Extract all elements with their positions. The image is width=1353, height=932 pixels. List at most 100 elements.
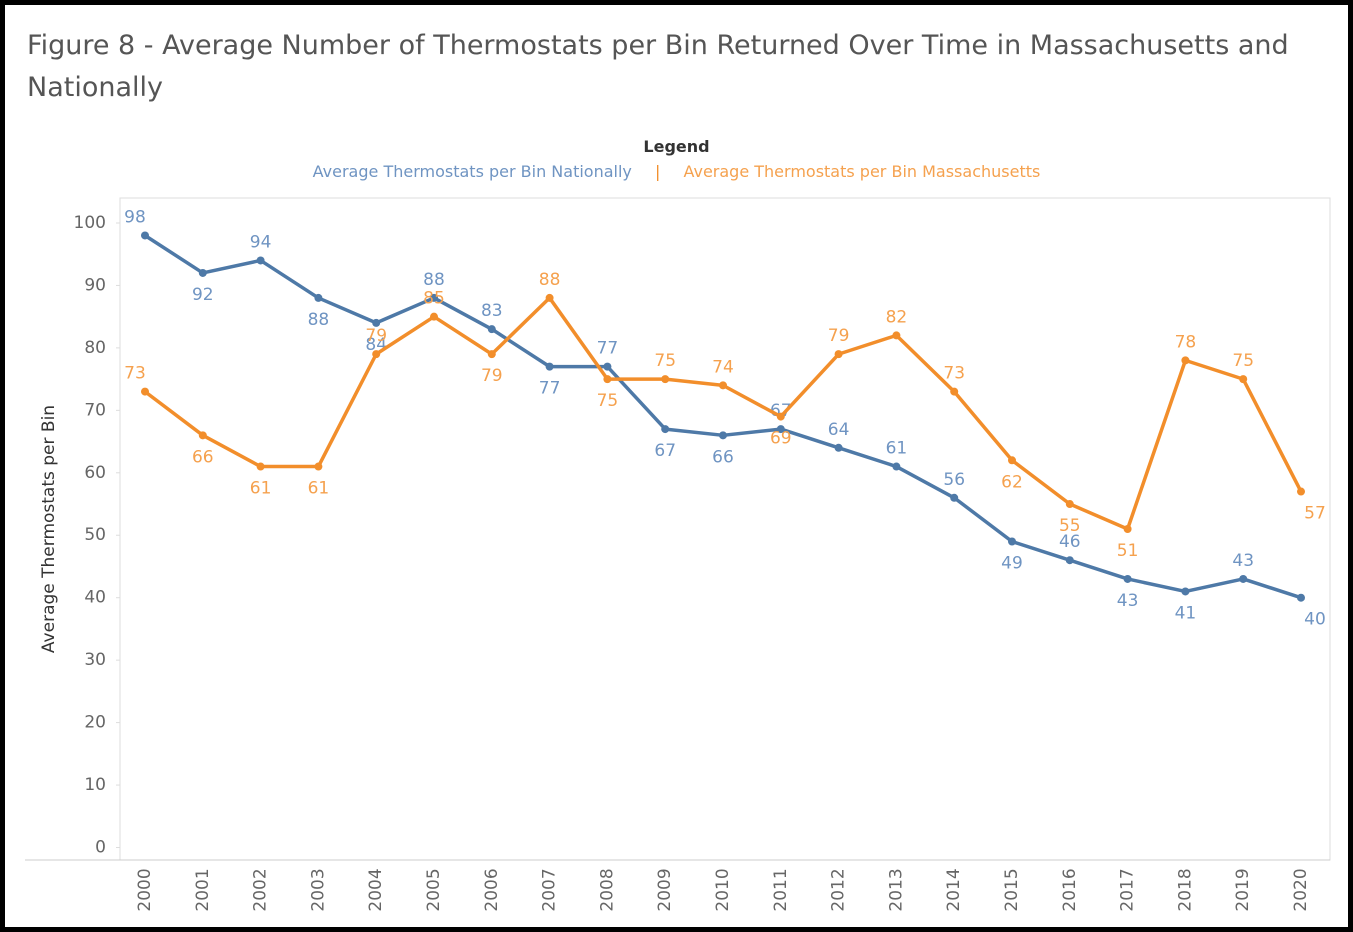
x-tick-label: 2010 — [713, 868, 733, 911]
data-label: 56 — [943, 470, 965, 490]
data-label: 61 — [250, 479, 272, 499]
data-label: 57 — [1304, 504, 1326, 524]
data-point — [198, 268, 207, 277]
data-label: 55 — [1059, 516, 1081, 536]
data-point — [1123, 525, 1132, 533]
data-point — [834, 350, 843, 359]
data-label: 74 — [712, 357, 734, 377]
legend-separator: | — [654, 162, 661, 181]
data-label: 85 — [423, 289, 445, 309]
x-tick-label: 2007 — [540, 868, 560, 911]
x-tick-label: 2012 — [829, 868, 849, 911]
x-tick-label: 2004 — [366, 868, 386, 911]
x-tick-label: 2014 — [944, 868, 964, 911]
data-point — [372, 350, 381, 359]
y-axis-label: Average Thermostats per Bin — [39, 405, 59, 653]
data-label: 73 — [943, 364, 965, 384]
data-point — [661, 425, 670, 434]
data-point — [256, 462, 265, 471]
data-label: 88 — [539, 270, 561, 290]
data-point — [141, 387, 149, 396]
data-point — [1065, 500, 1074, 509]
data-point — [776, 412, 785, 421]
data-point — [1297, 593, 1305, 602]
y-tick-label: 40 — [84, 588, 106, 608]
data-label: 46 — [1059, 532, 1081, 552]
data-point — [1239, 574, 1248, 583]
data-point — [430, 312, 438, 321]
x-tick-label: 2020 — [1291, 868, 1311, 911]
y-tick-label: 100 — [74, 213, 106, 233]
data-label: 61 — [308, 479, 330, 499]
x-tick-label: 2002 — [251, 868, 271, 911]
data-point — [1181, 356, 1190, 365]
data-label: 61 — [886, 439, 908, 459]
x-tick-label: 2019 — [1233, 868, 1253, 911]
data-label: 75 — [654, 351, 676, 371]
x-tick-label: 2009 — [655, 868, 675, 911]
data-point — [1239, 375, 1248, 384]
data-label: 40 — [1304, 610, 1326, 630]
data-label: 51 — [1117, 541, 1139, 561]
x-tick-label: 2017 — [1118, 868, 1138, 911]
data-label: 77 — [539, 379, 561, 399]
data-label: 66 — [712, 447, 734, 467]
y-tick-label: 20 — [84, 713, 106, 733]
data-label: 62 — [1001, 472, 1023, 492]
data-label: 77 — [597, 339, 619, 359]
x-tick-label: 2015 — [1002, 868, 1022, 911]
data-label: 88 — [308, 310, 330, 330]
x-tick-label: 2013 — [886, 868, 906, 911]
data-label: 49 — [1001, 553, 1023, 573]
chart-title: Figure 8 - Average Number of Thermostats… — [27, 30, 1289, 103]
data-label: 73 — [124, 364, 146, 384]
data-label: 67 — [654, 441, 676, 461]
data-label: 82 — [886, 307, 908, 327]
data-point — [950, 387, 959, 396]
data-label: 94 — [250, 232, 272, 252]
data-point — [314, 293, 323, 302]
y-tick-label: 30 — [84, 650, 106, 670]
x-tick-label: 2005 — [424, 868, 444, 911]
data-point — [487, 350, 496, 359]
legend: Legend Average Thermostats per Bin Natio… — [5, 137, 1348, 181]
data-label: 75 — [597, 391, 619, 411]
data-label: 79 — [481, 366, 503, 386]
data-label: 88 — [423, 270, 445, 290]
data-point — [314, 462, 323, 471]
data-point — [141, 231, 149, 240]
data-label: 43 — [1117, 591, 1139, 611]
data-label: 98 — [124, 207, 146, 227]
data-point — [1297, 487, 1305, 496]
data-label: 83 — [481, 301, 503, 321]
plot-area — [119, 197, 1331, 861]
x-tick-label: 2001 — [193, 868, 213, 911]
data-point — [661, 375, 670, 384]
data-point — [1181, 587, 1190, 596]
data-point — [372, 318, 381, 327]
data-point — [430, 293, 438, 302]
y-tick-label: 70 — [84, 400, 106, 420]
data-point — [834, 443, 843, 452]
data-point — [1065, 556, 1074, 565]
y-tick-label: 10 — [84, 775, 106, 795]
y-tick-label: 60 — [84, 463, 106, 483]
chart: 0 10 20 30 40 50 60 70 80 90 100 Average Thermostat… — [25, 197, 1331, 912]
legend-title: Legend — [643, 137, 710, 156]
data-point — [256, 256, 265, 265]
legend-entry: Average Thermostats per Bin Nationally — [312, 162, 632, 181]
data-point — [603, 362, 612, 371]
y-tick-label: 0 — [95, 838, 106, 858]
x-tick-label: 2008 — [597, 868, 617, 911]
data-label: 92 — [192, 285, 214, 305]
data-label: 69 — [770, 429, 792, 449]
data-label: 75 — [1232, 351, 1254, 371]
data-point — [719, 431, 727, 440]
data-label: 66 — [192, 447, 214, 467]
y-tick-label: 50 — [84, 525, 106, 545]
x-tick-label: 2003 — [308, 868, 328, 911]
data-point — [892, 331, 901, 340]
data-point — [719, 381, 727, 390]
data-label: 67 — [770, 401, 792, 421]
